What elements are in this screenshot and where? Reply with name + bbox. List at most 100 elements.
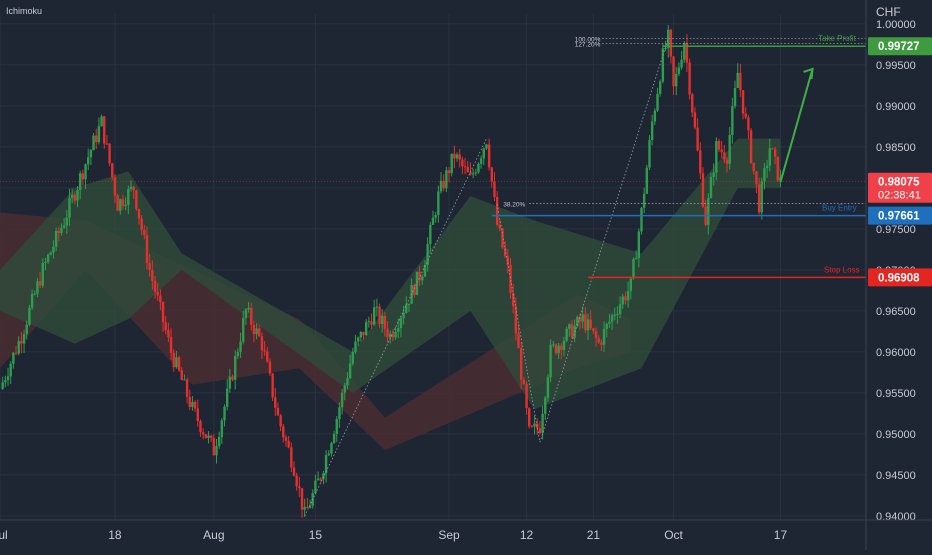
candle-bullish (207, 435, 210, 438)
candle-bearish (159, 295, 162, 303)
candle-bearish (493, 181, 496, 198)
candle-bearish (199, 421, 202, 433)
candle-bearish (469, 172, 472, 175)
y-axis-tick-label: 0.94500 (876, 470, 916, 482)
candle-bearish (755, 171, 758, 185)
fib-level-label: 127.20% (575, 42, 601, 49)
candle-bullish (359, 331, 363, 338)
indicator-legend-label: Ichimoku (6, 6, 42, 16)
x-axis-tick-label: 18 (108, 528, 122, 542)
candle-bullish (626, 290, 630, 301)
candle-bearish (279, 415, 282, 427)
candle-bullish (9, 363, 12, 377)
candle-bearish (378, 306, 381, 324)
candle-bearish (20, 341, 23, 344)
candle-bearish (145, 235, 149, 264)
candle-bullish (680, 59, 683, 68)
projection-arrowhead (803, 67, 814, 80)
x-axis-tick-label: Oct (664, 528, 683, 542)
candle-bullish (629, 278, 632, 291)
candle-bullish (124, 204, 127, 206)
candle-bearish (108, 143, 111, 164)
candle-bullish (736, 72, 739, 89)
x-axis-tick-label: Sep (438, 528, 460, 542)
candle-bullish (338, 407, 341, 420)
candle-bullish (485, 144, 488, 149)
candle-bearish (453, 153, 456, 159)
x-axis-tick-label: 12 (520, 528, 534, 542)
candle-bearish (148, 263, 151, 270)
candle-bullish (632, 259, 635, 279)
fib-level-label: 38.20% (503, 201, 525, 208)
candle-bearish (600, 342, 603, 345)
candle-bullish (765, 165, 769, 169)
candle-bearish (506, 256, 510, 265)
candle-bullish (479, 158, 483, 164)
bar-countdown-label: 02:38:41 (878, 190, 921, 202)
candle-bullish (46, 254, 50, 262)
candle-bullish (44, 261, 47, 263)
candle-bullish (557, 345, 560, 354)
candle-bearish (773, 149, 777, 157)
candle-bullish (445, 170, 448, 189)
candle-bullish (552, 344, 555, 346)
candle-bearish (503, 247, 507, 257)
candle-bearish (300, 488, 304, 510)
candle-bullish (78, 173, 82, 190)
candle-bullish (348, 363, 352, 379)
candle-bullish (610, 315, 614, 322)
candle-bullish (664, 48, 667, 50)
candle-bearish (723, 152, 726, 160)
candle-bearish (413, 285, 416, 295)
x-axis-tick-label: 15 (309, 528, 323, 542)
candle-bullish (6, 376, 10, 381)
candle-bullish (351, 351, 355, 364)
candle-bullish (175, 357, 178, 368)
candle-bullish (223, 406, 226, 421)
candle-bullish (4, 380, 7, 383)
candle-bullish (303, 506, 306, 510)
candle-bearish (185, 379, 189, 397)
candle-bullish (397, 328, 400, 332)
candle-bullish (322, 473, 325, 480)
candle-bearish (383, 315, 387, 329)
candle-bearish (282, 426, 285, 438)
candle-bullish (70, 194, 74, 198)
candle-bearish (741, 90, 745, 114)
candle-bearish (116, 195, 119, 211)
candle-bullish (608, 321, 611, 324)
candle-bullish (389, 333, 392, 338)
candle-bearish (594, 330, 598, 339)
pattern-line-bcd (496, 38, 669, 443)
candle-bullish (217, 436, 221, 447)
candle-bearish (699, 150, 702, 174)
candle-bullish (25, 324, 28, 335)
candle-bullish (482, 148, 485, 159)
candle-bullish (431, 217, 435, 225)
candle-bearish (386, 328, 389, 338)
candle-bullish (650, 121, 654, 140)
candle-bullish (215, 446, 218, 456)
candle-bearish (525, 384, 528, 409)
y-axis-tick-label: 0.97500 (876, 224, 916, 236)
candle-bullish (439, 180, 443, 192)
take-profit-price-tag (868, 37, 932, 56)
candle-bullish (225, 388, 229, 407)
candle-bullish (394, 331, 397, 338)
candle-bearish (258, 328, 261, 337)
candle-bullish (712, 172, 715, 177)
candle-bullish (316, 478, 320, 481)
candle-bearish (140, 218, 143, 230)
candle-bullish (421, 276, 424, 281)
candle-bullish (97, 126, 101, 143)
candle-bearish (490, 167, 494, 182)
candle-bullish (239, 341, 242, 352)
candle-bearish (204, 434, 208, 438)
candle-bullish (76, 189, 79, 201)
candle-bullish (119, 199, 122, 211)
candle-bearish (263, 350, 266, 352)
buy-entry-price-tag (868, 206, 932, 225)
candle-bearish (290, 447, 293, 468)
candle-bullish (62, 225, 66, 228)
